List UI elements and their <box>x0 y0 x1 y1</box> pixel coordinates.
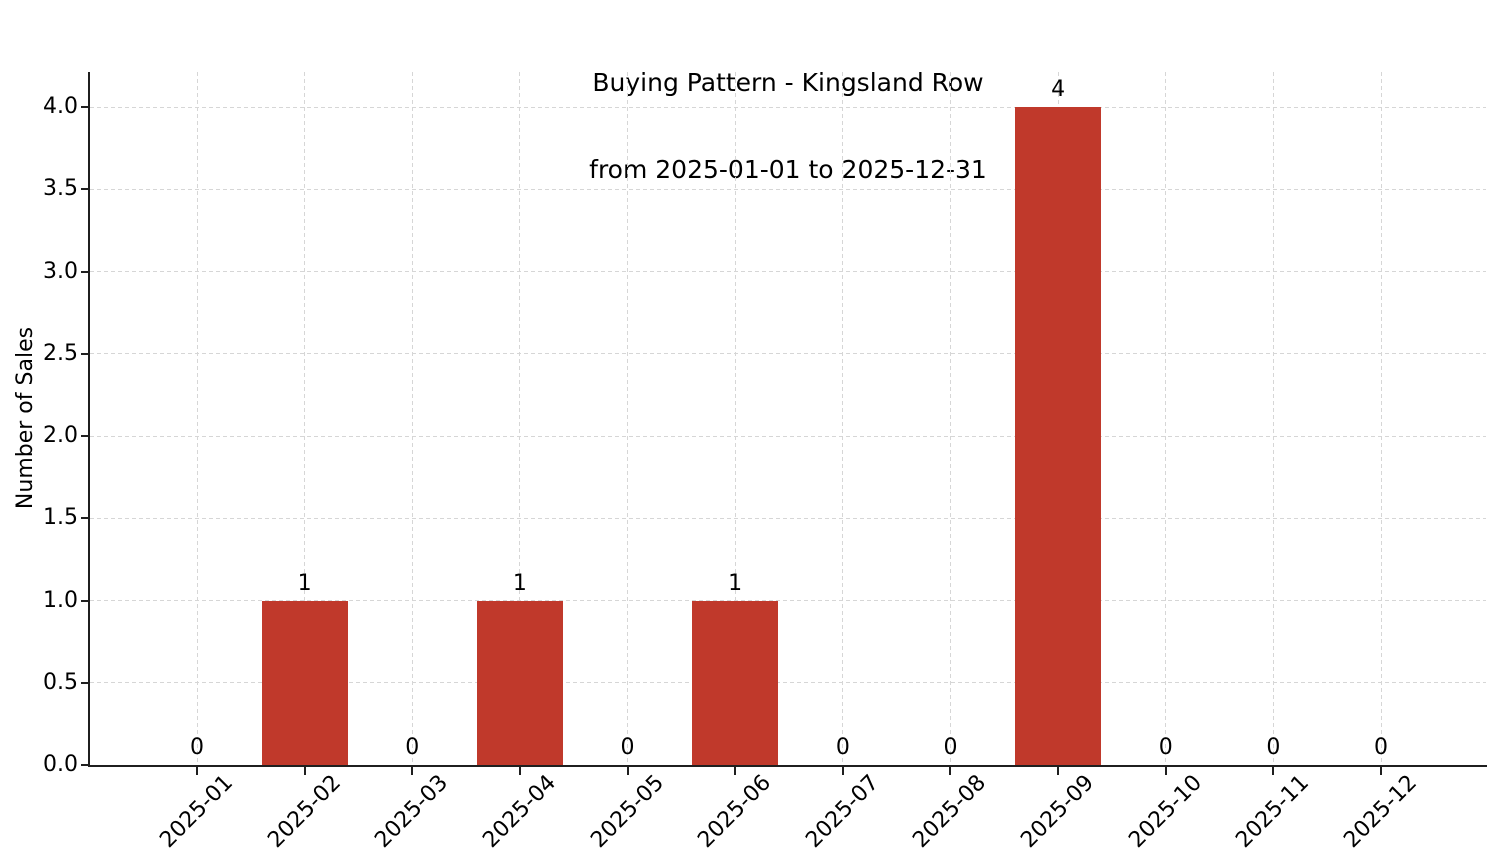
horizontal-gridline <box>90 271 1486 272</box>
x-axis-spine <box>88 765 1487 767</box>
vertical-gridline <box>1380 72 1382 765</box>
bar-value-label: 1 <box>512 570 527 596</box>
x-tick-label: 2025-12 <box>1339 770 1422 853</box>
y-tick-label: 4.0 <box>43 94 78 119</box>
bar-value-label: 0 <box>1158 735 1173 760</box>
x-tick-label: 2025-02 <box>262 770 346 853</box>
x-tick-label: 2025-09 <box>1016 770 1100 853</box>
x-tick-mark <box>196 765 198 775</box>
y-tick-mark <box>81 599 90 602</box>
vertical-gridline <box>1272 72 1274 765</box>
chart-title-line2: from 2025-01-01 to 2025-12-31 <box>589 155 987 184</box>
vertical-gridline <box>1165 72 1167 765</box>
bar <box>692 600 779 765</box>
y-tick-label: 2.0 <box>43 423 78 448</box>
y-tick-mark <box>81 188 90 191</box>
x-tick-mark <box>303 765 306 775</box>
vertical-gridline <box>304 72 306 765</box>
bar <box>476 600 563 765</box>
bar-value-label: 0 <box>943 735 958 760</box>
horizontal-gridline <box>90 106 1486 108</box>
bar-value-label: 0 <box>835 735 850 760</box>
x-tick-mark <box>949 765 952 775</box>
vertical-gridline <box>519 72 521 765</box>
vertical-gridline <box>734 72 736 765</box>
horizontal-gridline <box>90 682 1486 684</box>
x-tick-mark <box>1272 765 1275 775</box>
x-tick-label: 2025-03 <box>370 770 454 853</box>
bar-value-label: 4 <box>1051 77 1066 102</box>
horizontal-gridline <box>90 517 1486 519</box>
vertical-gridline <box>949 72 951 765</box>
vertical-gridline <box>196 72 198 765</box>
y-axis-spine <box>88 72 90 767</box>
x-tick-label: 2025-04 <box>478 770 561 853</box>
x-tick-mark <box>518 765 521 775</box>
y-tick-label: 1.5 <box>43 505 78 531</box>
bar-value-label: 0 <box>620 735 635 760</box>
x-tick-label: 2025-01 <box>155 770 238 853</box>
x-tick-label: 2025-08 <box>908 770 992 853</box>
bar-value-label: 0 <box>1266 735 1281 760</box>
horizontal-gridline <box>90 353 1486 355</box>
bar-value-label: 0 <box>1374 735 1388 760</box>
bar-value-label: 1 <box>728 570 743 596</box>
bar-value-label: 0 <box>405 735 420 760</box>
vertical-gridline <box>627 72 629 765</box>
horizontal-gridline <box>90 188 1486 190</box>
x-tick-label: 2025-11 <box>1231 770 1315 853</box>
x-tick-mark <box>1164 765 1167 775</box>
bar <box>261 600 348 765</box>
y-tick-label: 2.5 <box>43 340 78 366</box>
x-tick-label: 2025-10 <box>1124 770 1207 853</box>
x-tick-mark <box>734 765 737 775</box>
x-tick-mark <box>1057 765 1060 775</box>
horizontal-gridline <box>90 435 1486 437</box>
x-tick-mark <box>1380 765 1382 775</box>
chart-title-line1: Buying Pattern - Kingsland Row <box>592 68 984 97</box>
y-tick-mark <box>81 681 90 684</box>
y-tick-label: 3.0 <box>43 258 78 284</box>
x-tick-mark <box>626 765 629 775</box>
y-tick-mark <box>81 270 90 273</box>
y-tick-label: 1.0 <box>43 587 78 613</box>
vertical-gridline <box>411 72 413 765</box>
y-tick-label: 0.5 <box>43 669 78 695</box>
y-tick-mark <box>81 517 90 520</box>
bar-value-label: 0 <box>190 735 204 760</box>
y-tick-label: 3.5 <box>43 176 78 202</box>
y-tick-label: 0.0 <box>43 752 78 777</box>
y-tick-mark <box>81 352 90 355</box>
x-tick-label: 2025-05 <box>585 770 669 853</box>
y-tick-mark <box>81 764 90 766</box>
chart-title: Buying Pattern - Kingsland Row from 2025… <box>90 10 1486 242</box>
vertical-gridline <box>842 72 844 765</box>
bar-value-label: 1 <box>297 570 312 596</box>
x-tick-label: 2025-07 <box>801 770 884 853</box>
y-tick-mark <box>81 435 90 437</box>
x-tick-mark <box>411 765 414 775</box>
y-tick-mark <box>81 106 90 108</box>
x-tick-label: 2025-06 <box>693 770 777 853</box>
x-tick-mark <box>841 765 844 775</box>
horizontal-gridline <box>90 600 1486 601</box>
bar <box>1015 107 1102 765</box>
